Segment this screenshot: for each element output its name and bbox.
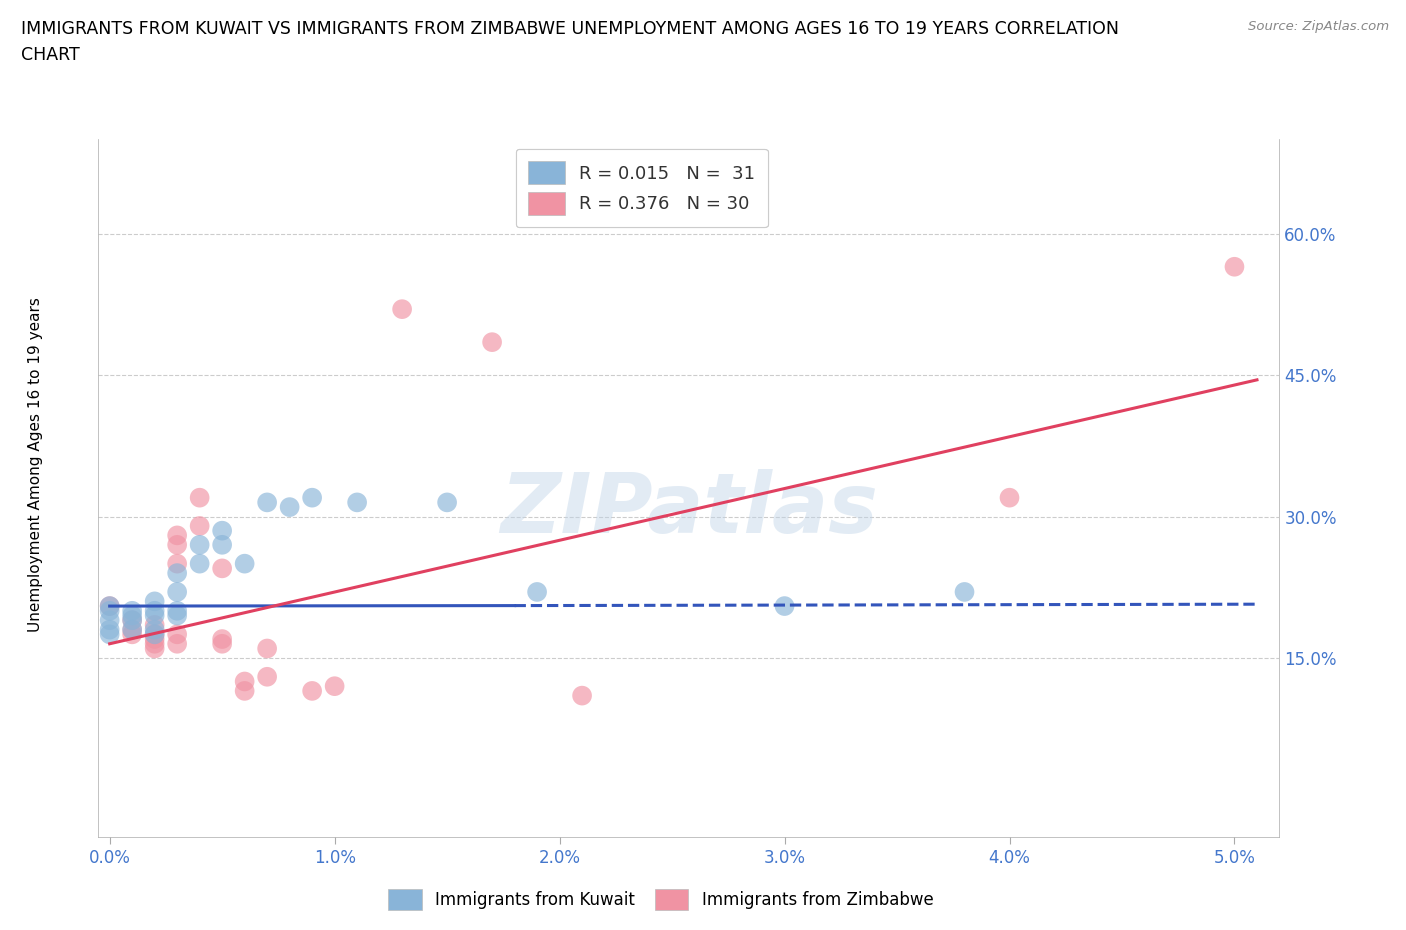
Point	[233, 684, 256, 698]
Point	[121, 613, 143, 628]
Point	[121, 604, 143, 618]
Point	[166, 608, 188, 623]
Point	[211, 524, 233, 538]
Point	[323, 679, 346, 694]
Point	[98, 627, 121, 642]
Point	[166, 565, 188, 580]
Point	[188, 519, 211, 534]
Point	[391, 301, 413, 316]
Point	[121, 622, 143, 637]
Point	[256, 670, 278, 684]
Point	[211, 631, 233, 646]
Point	[143, 618, 166, 632]
Point	[121, 622, 143, 637]
Point	[166, 584, 188, 599]
Text: Unemployment Among Ages 16 to 19 years: Unemployment Among Ages 16 to 19 years	[28, 298, 42, 632]
Point	[301, 490, 323, 505]
Point	[143, 641, 166, 656]
Point	[188, 538, 211, 552]
Point	[143, 622, 166, 637]
Point	[571, 688, 593, 703]
Point	[166, 528, 188, 543]
Point	[346, 495, 368, 510]
Point	[188, 490, 211, 505]
Point	[121, 613, 143, 628]
Text: IMMIGRANTS FROM KUWAIT VS IMMIGRANTS FROM ZIMBABWE UNEMPLOYMENT AMONG AGES 16 TO: IMMIGRANTS FROM KUWAIT VS IMMIGRANTS FRO…	[21, 20, 1119, 38]
Point	[1223, 259, 1246, 274]
Point	[98, 604, 121, 618]
Point	[121, 608, 143, 623]
Point	[166, 627, 188, 642]
Point	[211, 538, 233, 552]
Point	[773, 599, 796, 614]
Text: Source: ZipAtlas.com: Source: ZipAtlas.com	[1249, 20, 1389, 33]
Point	[278, 499, 301, 514]
Point	[98, 622, 121, 637]
Point	[143, 636, 166, 651]
Point	[166, 556, 188, 571]
Point	[233, 556, 256, 571]
Point	[166, 538, 188, 552]
Point	[143, 631, 166, 646]
Point	[98, 599, 121, 614]
Point	[98, 613, 121, 628]
Point	[233, 674, 256, 689]
Point	[953, 584, 976, 599]
Text: ZIPatlas: ZIPatlas	[501, 469, 877, 550]
Point	[166, 636, 188, 651]
Point	[998, 490, 1021, 505]
Legend: Immigrants from Kuwait, Immigrants from Zimbabwe: Immigrants from Kuwait, Immigrants from …	[381, 883, 941, 917]
Point	[143, 604, 166, 618]
Point	[98, 599, 121, 614]
Point	[211, 561, 233, 576]
Point	[143, 608, 166, 623]
Legend: R = 0.015   N =  31, R = 0.376   N = 30: R = 0.015 N = 31, R = 0.376 N = 30	[516, 149, 768, 228]
Point	[143, 594, 166, 609]
Point	[481, 335, 503, 350]
Point	[121, 627, 143, 642]
Text: CHART: CHART	[21, 46, 80, 64]
Point	[166, 604, 188, 618]
Point	[301, 684, 323, 698]
Point	[256, 495, 278, 510]
Point	[143, 627, 166, 642]
Point	[526, 584, 548, 599]
Point	[256, 641, 278, 656]
Point	[436, 495, 458, 510]
Point	[211, 636, 233, 651]
Point	[188, 556, 211, 571]
Point	[143, 627, 166, 642]
